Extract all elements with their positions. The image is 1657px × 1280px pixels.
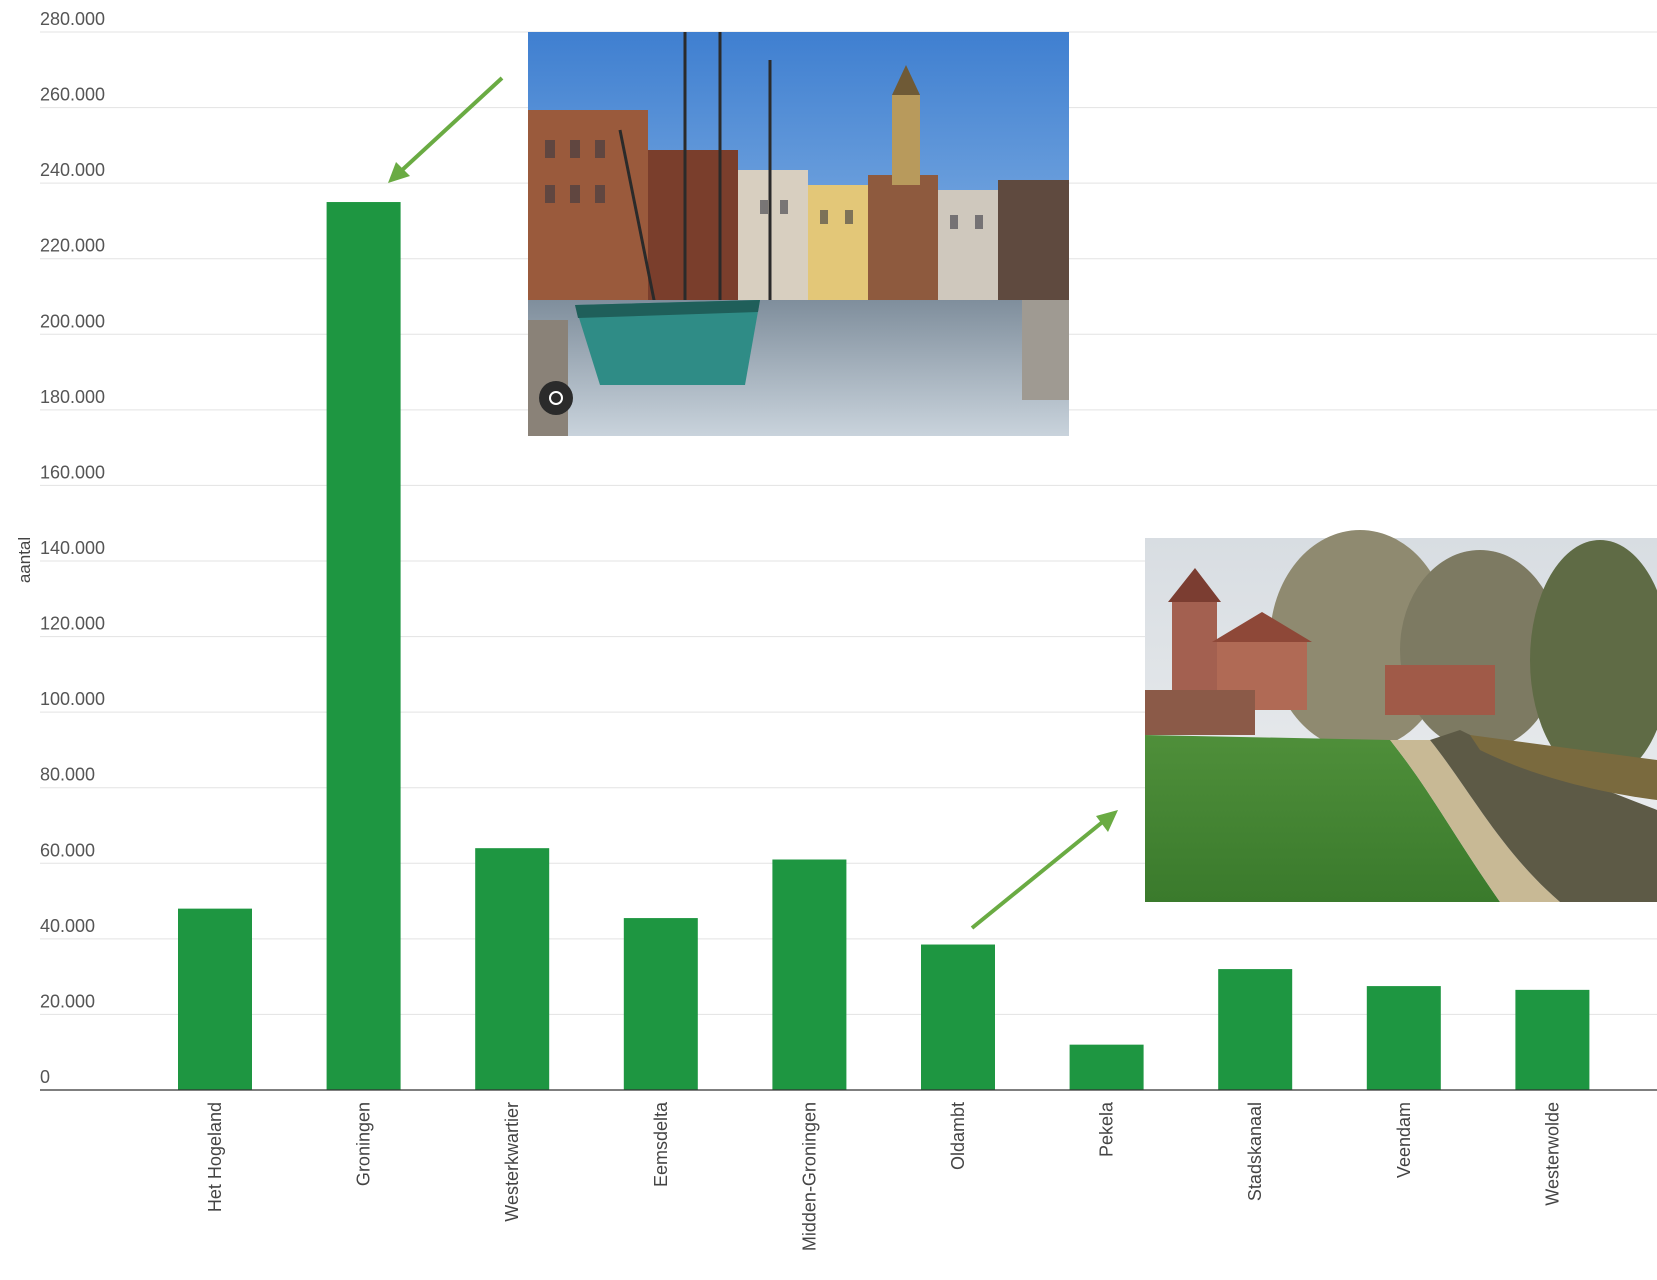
harbour-city-photo: [528, 32, 1069, 436]
y-tick-label: 100.000: [40, 689, 105, 709]
village-church-photo: [1145, 530, 1657, 902]
bar-westerwolde: [1515, 989, 1590, 1090]
y-tick-label: 200.000: [40, 311, 105, 331]
x-axis-labels: Het Hogeland Groningen Westerkwartier Eemsd…: [205, 1101, 1562, 1251]
arrow-to-groningen: [388, 76, 504, 183]
bar-stadskanaal: [1218, 969, 1293, 1090]
y-tick-label: 80.000: [40, 765, 95, 785]
bar-oldambt: [921, 944, 995, 1090]
y-axis-ticks: 0 20.000 40.000 60.000 80.000 100.000 120.000 1…: [40, 9, 105, 1087]
x-tick-label: Groningen: [354, 1102, 374, 1186]
bar-westerkwartier: [475, 848, 550, 1090]
x-tick-label: Het Hogeland: [205, 1102, 225, 1212]
y-tick-label: 280.000: [40, 9, 105, 29]
x-tick-label: Stadskanaal: [1245, 1102, 1265, 1201]
arrow-to-village-photo: [970, 810, 1118, 930]
bar-pekela: [1069, 1044, 1144, 1090]
bar-veendam: [1366, 986, 1441, 1090]
bars: [178, 202, 1590, 1091]
y-tick-label: 240.000: [40, 160, 105, 180]
y-tick-label: 120.000: [40, 614, 105, 634]
x-tick-label: Midden-Groningen: [799, 1102, 819, 1251]
y-tick-label: 220.000: [40, 236, 105, 256]
bar-groningen: [326, 202, 401, 1091]
y-tick-label: 40.000: [40, 916, 95, 936]
x-tick-label: Westerwolde: [1542, 1102, 1562, 1206]
y-tick-label: 60.000: [40, 840, 95, 860]
y-tick-label: 180.000: [40, 387, 105, 407]
y-tick-label: 0: [40, 1067, 50, 1087]
x-tick-label: Westerkwartier: [502, 1102, 522, 1222]
x-tick-label: Eemsdelta: [651, 1101, 671, 1187]
bar-eemsdelta: [623, 918, 698, 1090]
x-tick-label: Oldambt: [948, 1102, 968, 1170]
y-tick-label: 260.000: [40, 85, 105, 105]
y-axis-title: aantal: [15, 537, 34, 583]
bar-midden-groningen: [772, 859, 847, 1090]
x-tick-label: Pekela: [1097, 1101, 1117, 1157]
y-tick-label: 140.000: [40, 538, 105, 558]
y-tick-label: 20.000: [40, 991, 95, 1011]
camera-icon: [539, 381, 573, 415]
y-tick-label: 160.000: [40, 462, 105, 482]
bar-het-hogeland: [178, 908, 252, 1090]
x-tick-label: Veendam: [1394, 1102, 1414, 1178]
